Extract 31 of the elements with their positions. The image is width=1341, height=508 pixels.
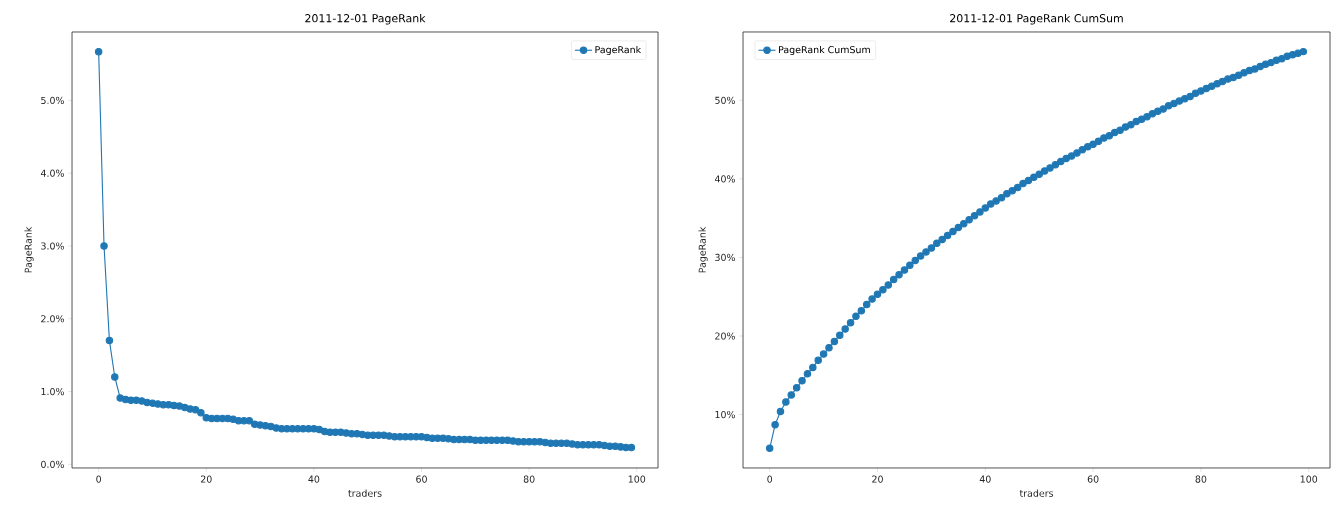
x-tick-label: 40 [308,475,320,483]
x-tick-label: 100 [628,475,646,483]
y-tick-label: 0.0% [41,460,64,468]
y-tick-label: 10% [715,410,735,419]
x-tick-label: 60 [1087,475,1099,483]
x-tick-label: 20 [200,475,212,483]
y-axis-title: PageRank [24,226,34,273]
x-tick-label: 40 [979,475,991,483]
x-tick-label: 60 [416,475,427,483]
x-tick-label: 0 [767,475,773,483]
x-tick-label: 20 [872,475,883,483]
x-tick-label: 80 [1195,475,1207,483]
y-tick-label: 50% [715,96,735,104]
y-tick-label: 3.0% [41,242,64,250]
legend-label: PageRank CumSum [778,45,870,56]
chart-title: 2011-12-01 PageRank CumSum [950,13,1123,25]
y-tick-label: 30% [715,253,735,262]
y-tick-label: 40% [714,175,735,183]
x-tick-label: 0 [96,475,102,483]
x-axis-title: traders [348,489,382,497]
y-tick-label: 20% [715,332,735,340]
x-tick-label: 80 [523,475,535,483]
y-axis-title: PageRank [698,226,708,273]
y-tick-label: 5.0% [41,96,64,104]
legend-label: PageRank [595,45,642,56]
x-axis-title: traders [1019,489,1054,497]
y-tick-label: 1.0% [41,387,64,396]
chart-title: 2011-12-01 PageRank [305,13,426,25]
x-tick-label: 100 [1300,475,1318,483]
y-tick-label: 2.0% [41,315,64,323]
y-tick-label: 4.0% [40,169,64,177]
